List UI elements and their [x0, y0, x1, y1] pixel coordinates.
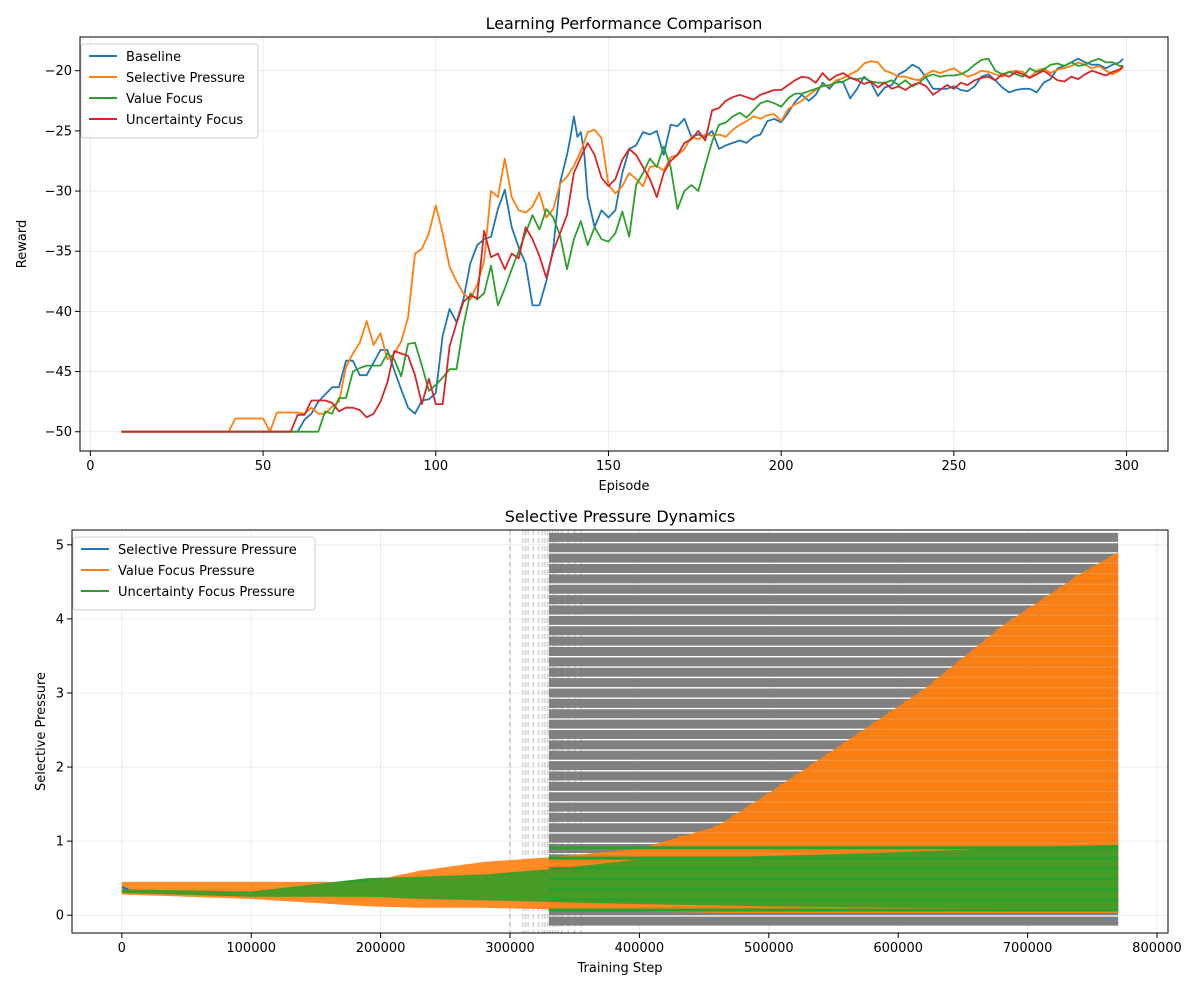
legend: Baseline Selective Pressure Value Focus Unc…	[80, 43, 259, 139]
x-tick-label: 150	[596, 459, 621, 474]
x-tick-label: 200000	[356, 941, 406, 956]
y-tick-label: 2	[56, 761, 64, 776]
orange-fill	[121, 552, 1119, 913]
axes-frame	[71, 529, 1169, 934]
y-axis-label: Selective Pressure	[34, 672, 49, 791]
legend-label: Selective Pressure	[126, 71, 245, 86]
legend: Selective Pressure Pressure Value Focus P…	[72, 536, 316, 611]
x-tick-label: 100000	[226, 941, 276, 956]
y-tick-label: −25	[45, 124, 72, 139]
plot-area	[121, 57, 1124, 433]
series-line-selective-pressure-pressure	[121, 886, 129, 891]
chart-title: Learning Performance Comparison	[486, 14, 763, 33]
y-axis-label: Reward	[15, 220, 30, 268]
y-tick-label: 1	[56, 835, 64, 850]
x-tick-label: 200	[769, 459, 794, 474]
legend-label: Uncertainty Focus	[126, 113, 243, 128]
x-tick-label: 100	[423, 459, 448, 474]
x-tick-label: 400000	[615, 941, 665, 956]
series-line-baseline	[121, 57, 1124, 433]
stripe-lines	[548, 555, 1119, 912]
y-tick-label: −50	[45, 425, 72, 440]
y-tick-label: −20	[45, 64, 72, 79]
x-tick-label: 300000	[485, 941, 535, 956]
legend-label: Value Focus Pressure	[118, 564, 255, 579]
x-tick-label: 800000	[1132, 941, 1182, 956]
x-tick-label: 50	[255, 459, 272, 474]
x-tick-label: 300	[1114, 459, 1139, 474]
plot-area	[121, 530, 1119, 933]
y-tick-label: 4	[56, 612, 64, 627]
y-tick-label: 5	[56, 538, 64, 553]
y-tick-label: 0	[56, 909, 64, 924]
green-overlay	[121, 844, 1119, 910]
x-tick-label: 700000	[1003, 941, 1053, 956]
x-tick-label: 250	[941, 459, 966, 474]
y-tick-label: −40	[45, 305, 72, 320]
legend-label: Uncertainty Focus Pressure	[118, 585, 295, 600]
x-tick-label: 0	[118, 941, 126, 956]
x-axis-label: Episode	[598, 479, 649, 494]
axes-frame	[79, 36, 1169, 452]
series-line-uncertainty-focus	[121, 65, 1124, 433]
series-line-selective-pressure	[121, 60, 1124, 433]
legend-label: Baseline	[126, 50, 181, 65]
x-tick-label: 0	[86, 459, 94, 474]
chart-title: Selective Pressure Dynamics	[505, 507, 736, 526]
series-line-value-focus	[121, 57, 1124, 433]
legend-label: Selective Pressure Pressure	[118, 543, 297, 558]
y-tick-label: −30	[45, 185, 72, 200]
y-tick-label: −45	[45, 365, 72, 380]
chart-panel-2: 0 100000 200000 300000 400000 500000 600000 700…	[34, 507, 1182, 976]
chart-panel-1: 0 50 100 150 200 250 300 −50 −45 −40 −35 −30 −25 −20 L…	[15, 14, 1169, 494]
legend-box	[80, 43, 259, 139]
legend-box	[72, 536, 316, 611]
y-tick-label: 3	[56, 686, 64, 701]
x-tick-label: 600000	[873, 941, 923, 956]
x-axis-label: Training Step	[576, 961, 662, 976]
x-tick-label: 500000	[744, 941, 794, 956]
series-band-value-focus-pressure	[121, 552, 1119, 913]
legend-label: Value Focus	[126, 92, 203, 107]
y-tick-label: −35	[45, 245, 72, 260]
